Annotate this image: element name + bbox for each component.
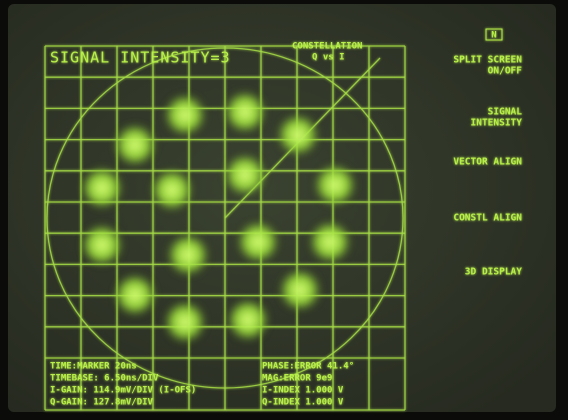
mode: CONSTELLATION [292,42,362,52]
softkey-label[interactable]: INTENSITY [471,118,523,129]
symbol-cloud [150,168,194,212]
symbol-cloud [223,153,267,197]
softkey-label[interactable]: CONSTL ALIGN [453,213,522,224]
symbol-cloud [80,166,124,210]
symbol-cloud [226,298,270,342]
softkey-label[interactable]: VECTOR ALIGN [453,157,522,168]
status-right: I-INDEX 1.000 V [262,386,344,396]
symbol-cloud [163,93,207,137]
symbol-cloud [308,220,352,264]
softkey-label[interactable]: SPLIT SCREEN [453,55,522,66]
axes: Q vs I [312,53,345,63]
symbol-cloud [113,273,157,317]
symbol-cloud [278,268,322,312]
header: SIGNAL INTENSITY=3 CONSTELLATION Q vs I … [50,28,503,67]
status-left: Q-GAIN: 127.8mV/DIV [50,398,154,408]
status-right: Q-INDEX 1.000 V [262,398,344,408]
status-right: PHASE:ERROR 41.4° [262,362,354,372]
symbol-cloud [80,223,124,267]
softkey-label[interactable]: ON/OFF [488,66,523,77]
symbol-cloud [236,220,280,264]
status-left: TIME:MARKER 20ns [50,362,137,372]
constellation-points [80,90,357,344]
symbol-cloud [166,233,210,277]
symbol-cloud [113,123,157,167]
symbol-cloud [313,163,357,207]
status-panel: TIME:MARKER 20ns TIMEBASE: 6.50ns/DIV I-GA… [50,362,354,408]
reference-circle [46,47,404,389]
badge-box [485,28,503,41]
status-right: MAG:ERROR 9e9 [262,374,332,384]
symbol-cloud [276,113,320,157]
status-left: I-GAIN: 114.9mV/DIV (I-OFS) [50,386,196,396]
title: SIGNAL INTENSITY=3 [50,49,231,67]
symbol-cloud [223,90,267,134]
status-left: TIMEBASE: 6.50ns/DIV [50,374,159,384]
symbol-cloud [163,300,207,344]
badge: N [491,31,496,41]
softkey-label[interactable]: 3D DISPLAY [465,267,522,278]
softkey-label[interactable]: SIGNAL [488,107,523,118]
